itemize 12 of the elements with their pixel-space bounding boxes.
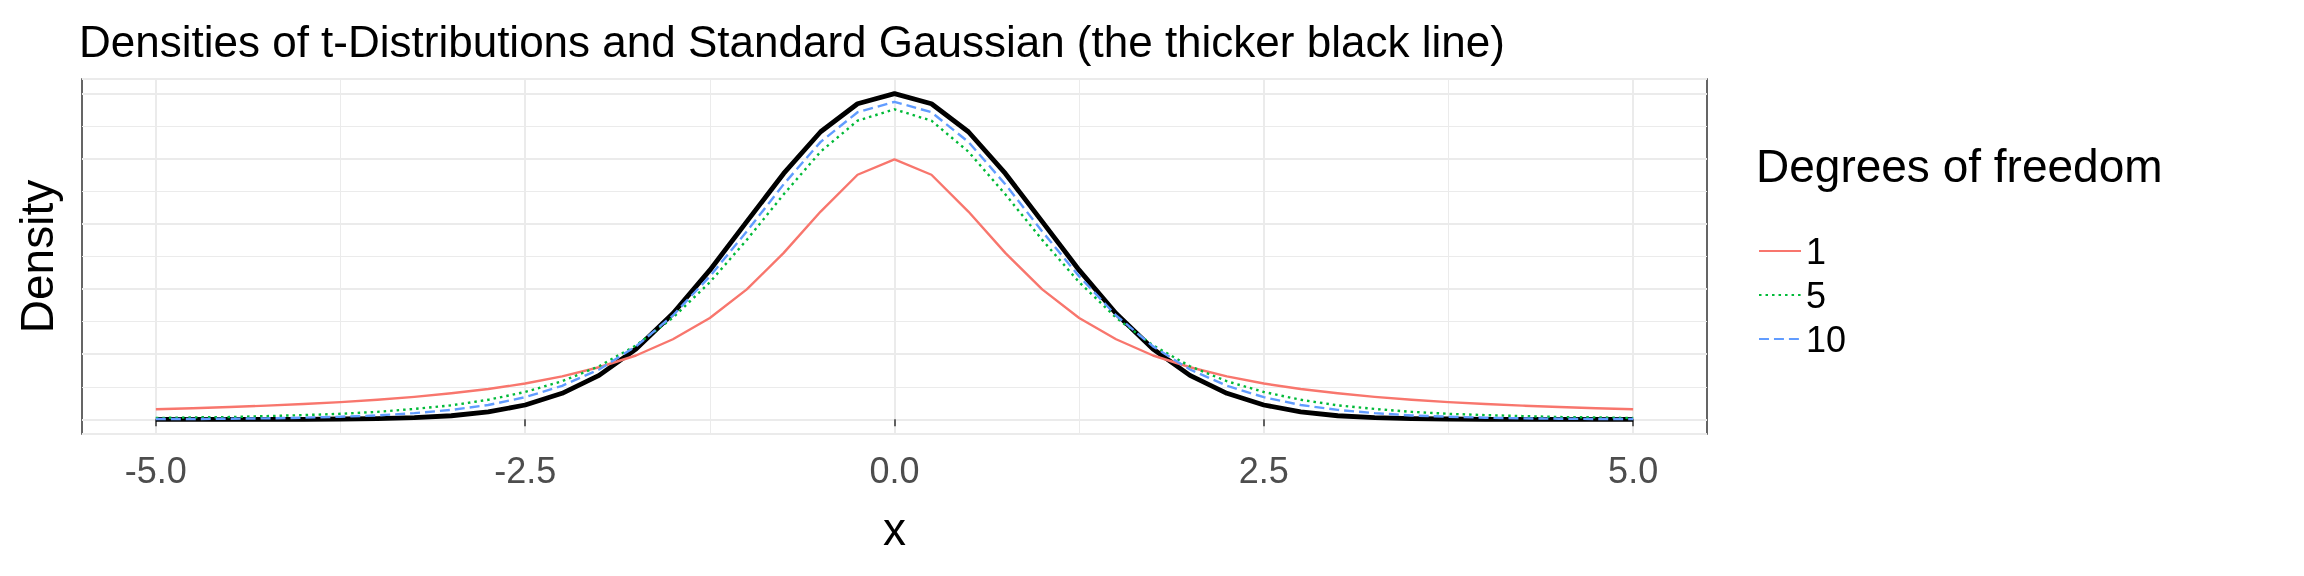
chart-title: Densities of t-Distributions and Standard Gaussian (the thicker black line): [79, 16, 1505, 66]
legend-label: 10: [1806, 318, 1847, 360]
x-axis-title: x: [883, 503, 906, 555]
x-tick-label: 2.5: [1238, 449, 1289, 491]
x-tick-label: -2.5: [494, 449, 557, 491]
y-axis-title: Density: [11, 179, 63, 334]
x-tick-label: 0.0: [869, 449, 920, 491]
legend-title: Degrees of freedom: [1756, 140, 2163, 192]
legend-label: 5: [1806, 274, 1827, 316]
legend-label: 1: [1806, 230, 1827, 272]
x-tick-label: 5.0: [1608, 449, 1659, 491]
x-tick-label: -5.0: [124, 449, 187, 491]
